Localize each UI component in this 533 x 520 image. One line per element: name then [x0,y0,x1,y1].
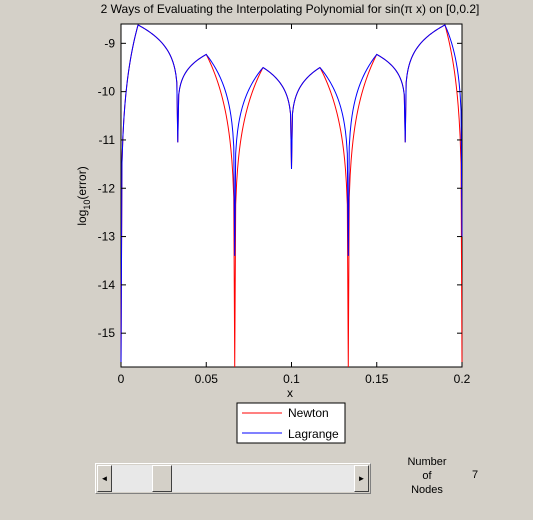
legend-box [236,402,346,444]
nodes-slider[interactable]: ◄ ► [95,463,371,494]
slider-thumb[interactable] [151,465,172,492]
legend-newton-label: Newton [288,406,329,420]
svg-text:log10(error): log10(error) [75,166,92,225]
y-tick-label: -13 [98,230,116,244]
nodes-value: 7 [471,469,479,481]
y-axis-label: log10(error) [75,166,92,225]
x-tick-label: 0.2 [454,372,471,386]
slider-left-arrow-button[interactable]: ◄ [97,465,112,492]
y-tick-label: -10 [98,85,116,99]
x-tick-label: 0.1 [283,372,300,386]
y-tick-label: -15 [98,326,116,340]
plot-area [120,23,463,368]
y-tick-label: -12 [98,181,116,195]
x-tick-label: 0.05 [195,372,219,386]
left-arrow-icon: ◄ [100,474,109,483]
y-tick-label: -14 [98,278,116,292]
nodes-label: Number of Nodes [407,456,447,496]
slider-track[interactable] [112,465,354,492]
lagrange-curve [120,24,463,368]
x-tick-label: 0 [118,372,125,386]
legend: Newton Lagrange [236,402,346,444]
y-axis-label-rest: (error) [75,166,89,199]
y-axis-label-sub: 10 [82,200,92,210]
y-axis-label-main: log [75,210,89,226]
y-tick-label: -11 [99,133,116,147]
right-arrow-icon: ► [357,474,366,483]
x-axis-label: x [287,386,293,400]
y-tick-label: -9 [104,36,115,50]
chart: 2 Ways of Evaluating the Interpolating P… [75,2,480,444]
chart-title: 2 Ways of Evaluating the Interpolating P… [101,2,480,16]
legend-lagrange-label: Lagrange [288,427,339,441]
x-tick-label: 0.15 [365,372,389,386]
slider-right-arrow-button[interactable]: ► [354,465,369,492]
